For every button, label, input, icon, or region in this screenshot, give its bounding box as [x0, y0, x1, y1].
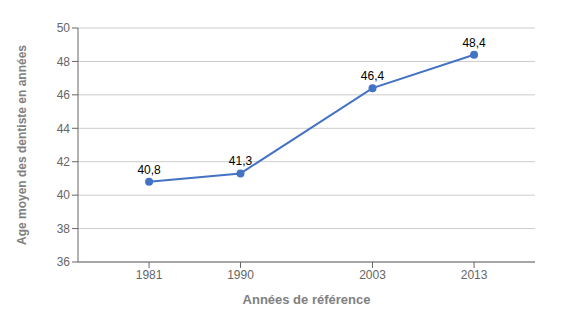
svg-text:1990: 1990 — [227, 268, 254, 282]
svg-text:42: 42 — [57, 155, 71, 169]
svg-text:41,3: 41,3 — [229, 154, 253, 168]
svg-text:Années de référence: Années de référence — [243, 292, 371, 307]
svg-text:48: 48 — [57, 55, 71, 69]
svg-text:40: 40 — [57, 188, 71, 202]
svg-text:2003: 2003 — [359, 268, 386, 282]
svg-text:1981: 1981 — [136, 268, 163, 282]
svg-text:2013: 2013 — [461, 268, 488, 282]
svg-text:48,4: 48,4 — [462, 36, 486, 50]
svg-text:50: 50 — [57, 21, 71, 35]
svg-text:46: 46 — [57, 88, 71, 102]
svg-text:Age moyen des dentiste en anné: Age moyen des dentiste en années — [15, 45, 29, 245]
svg-text:40,8: 40,8 — [137, 163, 161, 177]
svg-text:36: 36 — [57, 255, 71, 269]
svg-text:38: 38 — [57, 222, 71, 236]
svg-text:44: 44 — [57, 122, 71, 136]
svg-text:46,4: 46,4 — [361, 69, 385, 83]
